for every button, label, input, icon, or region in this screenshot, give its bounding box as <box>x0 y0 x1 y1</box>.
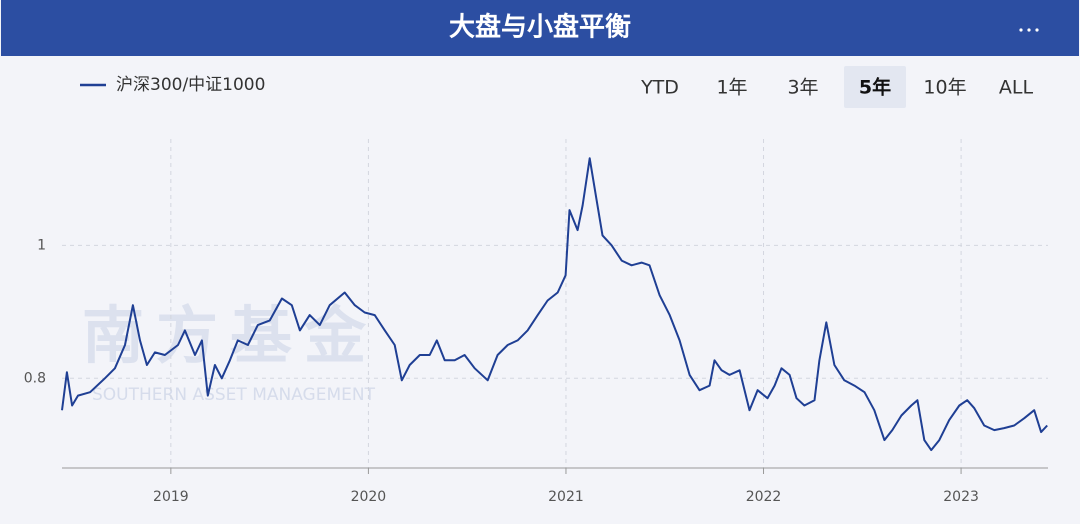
menu-icon[interactable] <box>1019 28 1039 32</box>
x-tick-label: 2022 <box>746 489 782 505</box>
y-tick-label: 1 <box>37 237 46 253</box>
data-line <box>61 157 1048 452</box>
legend-label[interactable]: 沪深300/中证1000 <box>116 75 265 95</box>
range-button[interactable]: YTD <box>640 77 679 99</box>
watermark-subtitle: SOUTHERN ASSET MANAGEMENT <box>92 385 376 405</box>
chart-title: 大盘与小盘平衡 <box>449 12 631 43</box>
range-button-bg[interactable] <box>844 66 906 108</box>
range-button[interactable]: 1年 <box>716 77 747 99</box>
range-button[interactable]: ALL <box>999 77 1034 99</box>
range-button[interactable]: 5年 <box>859 76 891 99</box>
header-bar <box>1 0 1079 56</box>
x-tick-label: 2020 <box>351 489 387 505</box>
range-button[interactable]: 3年 <box>787 77 818 99</box>
x-tick-label: 2019 <box>153 489 189 505</box>
y-tick-label: 0.8 <box>24 370 46 386</box>
watermark-title: 南方基金 <box>82 299 378 372</box>
x-tick-label: 2021 <box>548 489 584 505</box>
range-button[interactable]: 10年 <box>923 77 966 99</box>
x-tick-label: 2023 <box>943 489 979 505</box>
